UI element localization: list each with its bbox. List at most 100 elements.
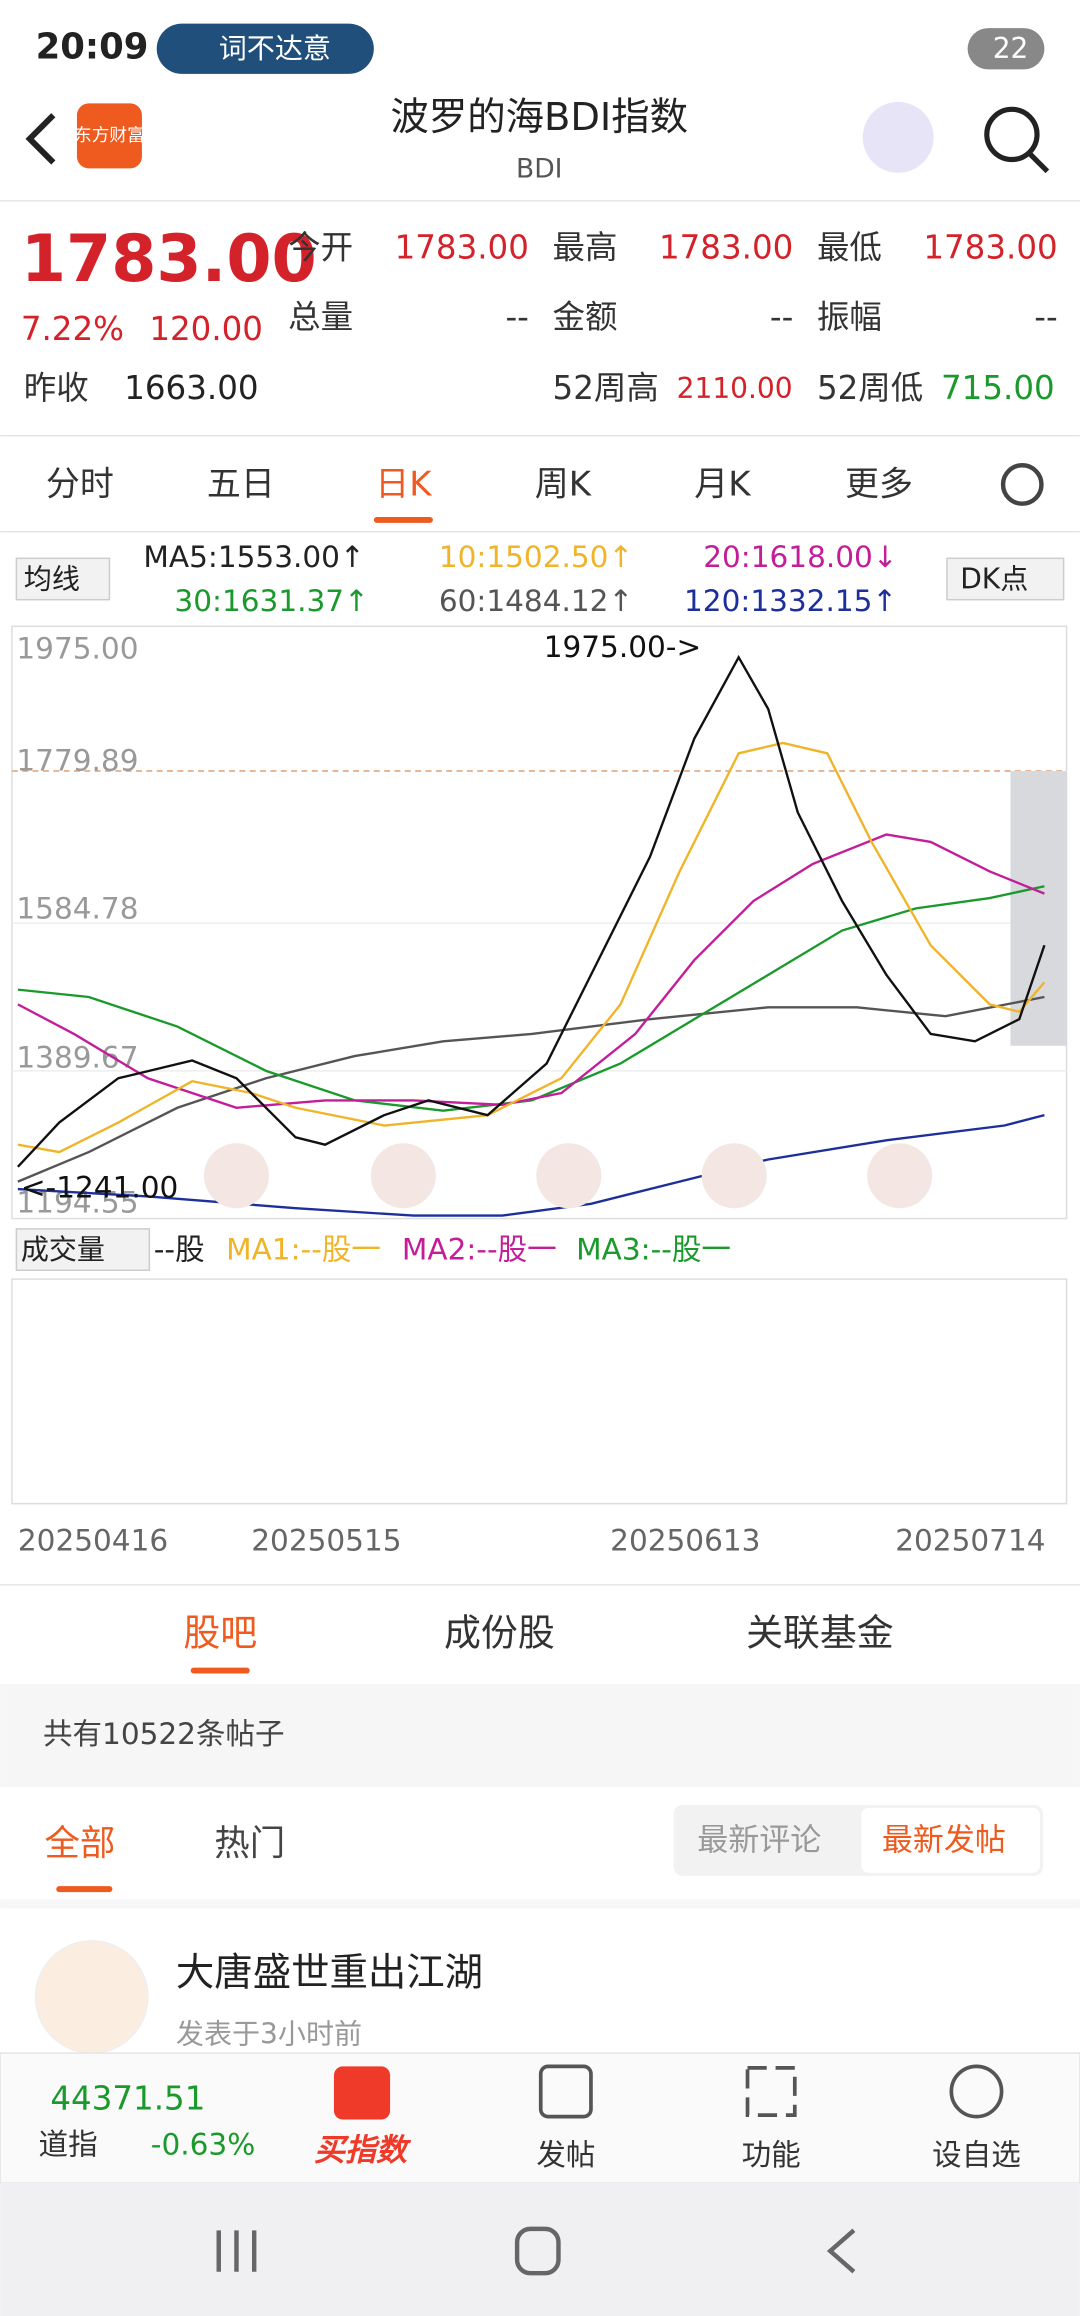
- field-label: 最低: [817, 229, 882, 267]
- back[interactable]: [25, 113, 56, 165]
- time: 20:09: [36, 27, 149, 68]
- avatar[interactable]: [34, 1940, 149, 2054]
- field-label: 振幅: [817, 298, 882, 336]
- field-label: 今开: [288, 229, 353, 267]
- period-tab[interactable]: 分时: [46, 464, 114, 504]
- ma20: 20:1618.00↓: [703, 540, 897, 574]
- change-pct: 7.22%: [21, 310, 124, 348]
- price-label: 1975.00: [16, 631, 138, 665]
- ma10-line: [17, 741, 1046, 1154]
- ma5-line: [17, 654, 1046, 1168]
- quote-fields: 今开 1783.00 最高 1783.00 最低 1783.00 总量 -- 金额 -- 振幅 -- 昨…: [24, 229, 1058, 407]
- zoom-out[interactable]: [203, 1143, 269, 1209]
- section-tabs: 股吧 成份股 关联基金: [183, 1612, 893, 1655]
- date-axis: 20250416 20250515 20250613 20250714: [18, 1524, 1046, 1558]
- field-label: 52周高: [553, 369, 659, 407]
- ma20-line: [17, 833, 1045, 1109]
- search[interactable]: [984, 106, 1040, 163]
- nav-bar: [0, 2183, 1080, 2316]
- date-label: 20250416: [18, 1524, 168, 1558]
- field-value: 1663.00: [124, 369, 258, 407]
- func-button[interactable]: 功能: [742, 2138, 801, 2172]
- change: 120.00: [149, 310, 263, 348]
- buy-index[interactable]: 买指数: [314, 2133, 412, 2169]
- tab-indicator: [373, 516, 433, 523]
- ma5: MA5:1553.00↑: [143, 540, 364, 574]
- func-icon: [745, 2066, 797, 2117]
- nav-back[interactable]: [826, 2228, 856, 2274]
- period-tabs: 分时 五日 日K 周K 月K 更多: [46, 464, 913, 504]
- code: BDI: [516, 153, 563, 184]
- period-tab[interactable]: 五日: [207, 464, 275, 504]
- volume-unit: --股: [154, 1233, 205, 1267]
- sort-comment[interactable]: 最新评论: [697, 1822, 821, 1858]
- period-tab[interactable]: 月K: [694, 464, 751, 504]
- field-value: 1783.00: [923, 229, 1057, 267]
- field-label: 52周低: [817, 369, 923, 407]
- ma60-line: [17, 995, 1045, 1183]
- field-value: --: [505, 298, 528, 336]
- field-value: 1783.00: [659, 229, 793, 267]
- vol-ma1: MA1:--股一: [226, 1233, 381, 1267]
- forecast-band: [1010, 771, 1067, 1046]
- fav-button[interactable]: 设自选: [932, 2138, 1021, 2172]
- price-label: 1389.67: [16, 1041, 138, 1075]
- fav-icon: [949, 2064, 1004, 2119]
- battery: [967, 28, 1045, 70]
- low-annotation: <-1241.00: [21, 1171, 179, 1205]
- dk-text: DK点: [960, 562, 1028, 595]
- post-button[interactable]: 发帖: [536, 2138, 595, 2172]
- period-tab[interactable]: 周K: [535, 464, 592, 504]
- ma10: 10:1502.50↑: [439, 540, 633, 574]
- vol-ma3: MA3:--股一: [576, 1233, 731, 1267]
- index-name: 道指: [39, 2128, 98, 2162]
- volume-selector[interactable]: [15, 1228, 151, 1271]
- ma-selector[interactable]: [15, 557, 111, 601]
- filter-all[interactable]: 全部: [44, 1823, 115, 1864]
- section-tab[interactable]: 关联基金: [746, 1612, 894, 1655]
- battery-level: 22: [993, 32, 1029, 65]
- scroll-left[interactable]: [536, 1143, 602, 1209]
- section-indicator: [190, 1667, 250, 1674]
- field-label: 总量: [288, 298, 353, 336]
- section-tab[interactable]: 成份股: [444, 1612, 555, 1655]
- section-tab[interactable]: 股吧: [183, 1612, 257, 1655]
- ma30: 30:1631.37↑: [174, 584, 368, 618]
- date-label: 20250714: [895, 1524, 1045, 1558]
- robot[interactable]: [862, 101, 934, 173]
- divider: [0, 1899, 1080, 1909]
- period-tab[interactable]: 日K: [375, 464, 432, 504]
- ma-selector-text: 均线: [24, 562, 80, 595]
- chart-controls[interactable]: [203, 1143, 933, 1209]
- post-author[interactable]: 大唐盛世重出江湖: [176, 1950, 483, 1995]
- post-count: 共有10522条帖子: [43, 1717, 285, 1751]
- nav-home[interactable]: [514, 2226, 561, 2276]
- field-label: 金额: [553, 298, 618, 336]
- logo: [76, 103, 142, 169]
- dk-selector[interactable]: [946, 557, 1065, 601]
- index-change: -0.63%: [151, 2128, 255, 2162]
- field-value: 1783.00: [395, 229, 529, 267]
- sort-post[interactable]: 最新发帖: [882, 1822, 1006, 1858]
- field-value: 2110.00: [677, 372, 793, 405]
- scroll-right[interactable]: [701, 1143, 767, 1209]
- nav-recent[interactable]: [216, 2230, 257, 2272]
- field-value: --: [770, 298, 793, 336]
- index-value: 44371.51: [50, 2079, 205, 2117]
- vol-ma2: MA2:--股一: [402, 1233, 557, 1267]
- post-time: 发表于3小时前: [176, 2017, 362, 2050]
- logo-text: 东方财富: [74, 125, 145, 146]
- buy-icon: [333, 2066, 391, 2120]
- filter-hot[interactable]: 热门: [214, 1823, 285, 1864]
- price-label: 1779.89: [16, 744, 138, 778]
- date-label: 20250613: [610, 1524, 760, 1558]
- period-tab[interactable]: 更多: [845, 464, 913, 504]
- zoom-in[interactable]: [370, 1143, 436, 1209]
- filter-indicator: [56, 1886, 113, 1893]
- fullscreen[interactable]: [867, 1143, 933, 1209]
- field-value: 715.00: [941, 369, 1055, 407]
- price: 1783.00: [21, 222, 317, 297]
- settings[interactable]: [1000, 463, 1044, 506]
- search-handle: [1027, 151, 1050, 174]
